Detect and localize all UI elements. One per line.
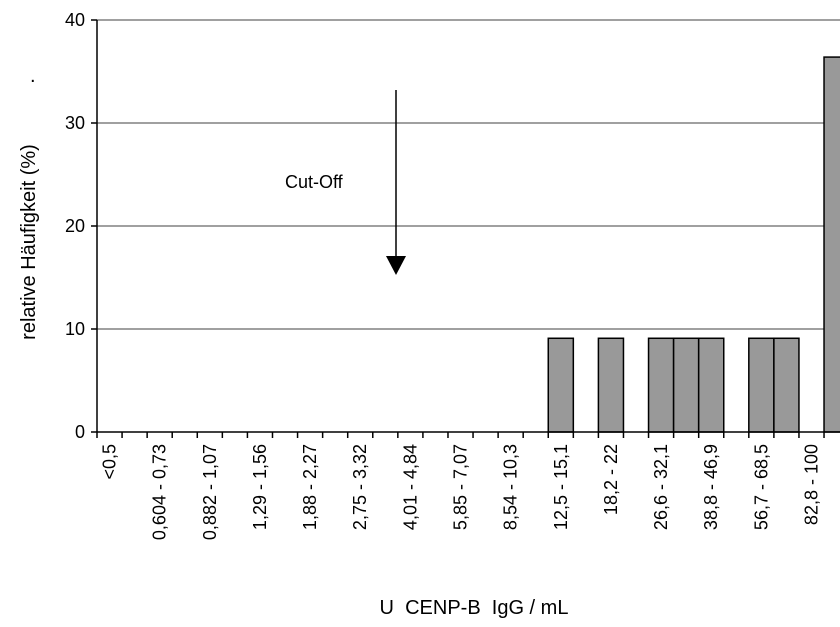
y-tick-label: 0: [75, 422, 85, 442]
bar: [672, 337, 700, 433]
x-tick-label: 18,2 - 22: [601, 444, 621, 515]
cut-off-annotation: Cut-Off: [285, 90, 406, 275]
x-tick-label: 12,5 - 15,1: [551, 444, 571, 530]
bar: [597, 337, 625, 433]
x-tick-label: 0,604 - 0,73: [150, 444, 170, 540]
x-tick-label: 2,75 - 3,32: [350, 444, 370, 530]
x-axis-title: U CENP-B IgG / mL: [380, 597, 569, 619]
y-tick-label: 30: [65, 113, 85, 133]
bar: [748, 337, 775, 433]
x-tick-label: 1,29 - 1,56: [250, 444, 270, 530]
x-tick-label: 38,8 - 46,9: [701, 444, 721, 530]
axes: [91, 19, 840, 438]
bar: [773, 337, 800, 433]
y-tick-label: 40: [65, 10, 85, 30]
cut-off-arrow-head: [386, 256, 406, 275]
x-tick-label: 26,6 - 32,1: [651, 444, 671, 530]
y-tick-label: 10: [65, 319, 85, 339]
grid-lines: [97, 19, 840, 330]
x-tick-label: 1,88 - 2,27: [300, 444, 320, 530]
tick-labels: 0 10 20 30 40 <0,5 0,604 - 0,73 0,882 - 1,07 1,2…: [65, 10, 822, 540]
x-tick-label: 4,01 - 4,84: [400, 444, 420, 530]
bar: [697, 337, 725, 433]
bar: [647, 337, 675, 433]
x-tick-label: 5,85 - 7,07: [451, 444, 471, 530]
bar: [547, 337, 575, 433]
x-tick-label: <0,5: [100, 444, 120, 480]
y-axis-title-suffix: .: [30, 65, 36, 87]
x-tick-label: 8,54 - 10,3: [501, 444, 521, 530]
x-tick-label: 0,882 - 1,07: [200, 444, 220, 540]
y-tick-label: 20: [65, 216, 85, 236]
bar: [823, 56, 840, 433]
x-tick-label: 56,7 - 68,5: [751, 444, 771, 530]
y-axis-title: relative Häufigkeit (%): [18, 144, 40, 340]
x-tick-label: 82,8 - 100: [801, 444, 821, 525]
bars: [547, 56, 840, 433]
cut-off-label: Cut-Off: [285, 172, 344, 192]
